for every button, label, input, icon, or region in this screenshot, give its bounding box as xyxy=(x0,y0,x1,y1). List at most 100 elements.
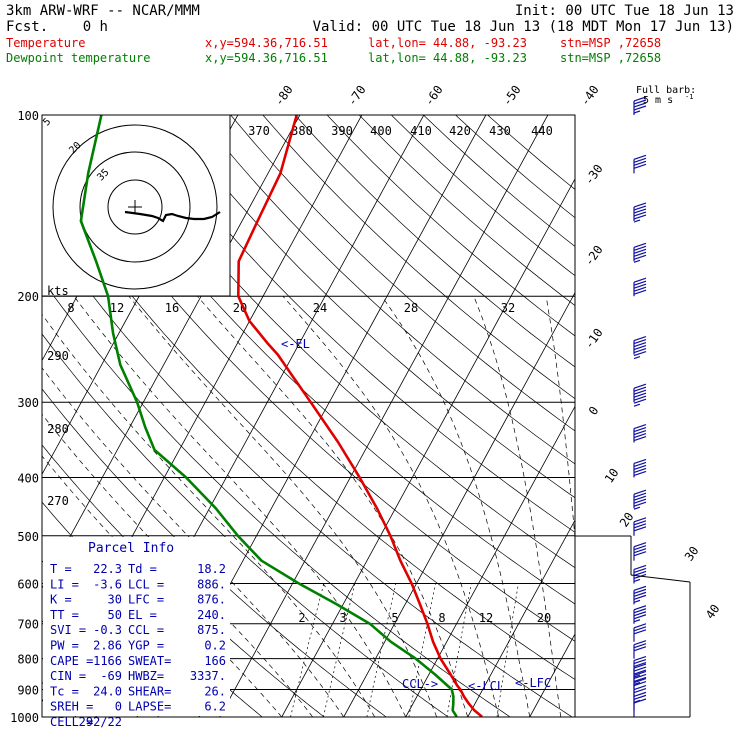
barb-flag xyxy=(633,102,647,108)
isotherm-label: 40 xyxy=(703,602,723,622)
parcel-value-right: 886. xyxy=(197,577,226,591)
model-title: 3km ARW-WRF -- NCAR/MMM xyxy=(6,3,200,19)
barb-flag xyxy=(633,280,647,286)
theta-e-label: 410 xyxy=(410,124,432,138)
pressure-label-300: 300 xyxy=(17,396,39,410)
wind-barb xyxy=(633,458,647,478)
isotherm xyxy=(281,178,575,717)
wind-barb xyxy=(633,335,647,360)
barb-flag xyxy=(633,461,647,468)
wind-barb xyxy=(633,640,647,659)
barb-flag xyxy=(633,492,647,498)
parcel-key-left: SVI = xyxy=(50,623,86,637)
parcel-value-left: -69 xyxy=(100,669,122,683)
parcel-value-left: -3.6 xyxy=(93,577,122,591)
isotherm-label: -10 xyxy=(582,326,606,352)
forecast-value: 0 h xyxy=(83,19,108,35)
parcel-value-left: 292/22 xyxy=(79,715,122,729)
barb-flag xyxy=(633,629,647,635)
parcel-key-left: T = xyxy=(50,562,72,576)
isotherm-label: 30 xyxy=(682,544,702,564)
parcel-key-left: CELL = xyxy=(50,715,93,729)
barb-flag xyxy=(633,242,647,248)
wind-barb xyxy=(633,655,647,675)
parcel-value-left: 50 xyxy=(108,608,122,622)
hodograph-unit-label: kts xyxy=(47,284,69,298)
parcel-value-right: 3337. xyxy=(190,669,226,683)
barb-flag xyxy=(633,501,647,507)
legend-dewpoint-xy: x,y=594.36,716.51 xyxy=(205,51,328,65)
barb-flag xyxy=(633,676,647,683)
dry-adiabat xyxy=(134,115,575,533)
isotherm-label: -50 xyxy=(500,83,524,109)
barb-flag xyxy=(633,594,647,600)
mixing-ratio-label-upper: 24 xyxy=(313,301,327,315)
lfc-marker: <-LFC xyxy=(515,676,551,690)
barb-flag xyxy=(633,685,647,691)
legend-temperature-name: Temperature xyxy=(6,36,85,50)
barb-flag xyxy=(633,211,647,217)
barb-flag xyxy=(633,611,647,617)
barb-flag xyxy=(633,694,647,700)
valid-time: Valid: 00 UTC Tue 18 Jun 13 (18 MDT Mon … xyxy=(313,19,734,35)
mixing-ratio-label-lower: 2 xyxy=(298,611,305,625)
el-marker: <-EL xyxy=(281,337,310,351)
wind-barb xyxy=(633,383,647,407)
barb-flag xyxy=(633,423,647,430)
wind-barb xyxy=(633,423,647,443)
wind-barbs xyxy=(633,96,647,717)
dry-adiabat xyxy=(42,333,449,717)
barb-flag xyxy=(633,432,647,439)
mixing-ratio-label-lower: 12 xyxy=(479,611,493,625)
barb-flag xyxy=(633,163,647,169)
barb-flag xyxy=(633,655,647,662)
mixing-ratio-label-upper: 20 xyxy=(233,301,247,315)
barb-flag xyxy=(633,386,647,392)
moist-adiabat xyxy=(197,295,469,717)
dry-adiabat xyxy=(42,225,573,717)
isotherm-label: -30 xyxy=(582,162,606,188)
barb-flag xyxy=(633,398,647,404)
wind-barb xyxy=(633,542,647,561)
isotherm-label: -80 xyxy=(272,83,296,109)
barb-flag xyxy=(633,614,647,620)
pressure-label-600: 600 xyxy=(17,577,39,591)
barb-flag xyxy=(633,673,647,680)
parcel-value-left: 0 xyxy=(115,700,122,714)
isotherm-label: -70 xyxy=(345,83,369,109)
barb-half xyxy=(633,674,641,678)
parcel-key-left: PW = xyxy=(50,639,79,653)
pressure-label-700: 700 xyxy=(17,618,39,632)
barb-flag xyxy=(633,344,647,351)
isotherm-label: 0 xyxy=(586,404,602,418)
theta-e-label: 440 xyxy=(531,124,553,138)
barb-flag xyxy=(633,105,647,111)
barb-flag xyxy=(633,202,647,208)
dry-adiabat xyxy=(230,115,575,432)
barb-flag xyxy=(633,489,647,495)
theta-e-label: 380 xyxy=(291,124,313,138)
barb-half xyxy=(633,219,641,223)
moist-adiabat xyxy=(473,296,562,717)
mixing-ratio-label-lower: 3 xyxy=(339,611,346,625)
barb-flag xyxy=(633,661,647,668)
mixing-ratio-label-lower: 8 xyxy=(438,611,445,625)
isotherm xyxy=(42,115,301,589)
barb-flag xyxy=(633,254,647,260)
parcel-key-right: Td = xyxy=(128,562,157,576)
barb-half xyxy=(633,355,641,360)
barb-flag xyxy=(633,435,647,442)
barb-flag xyxy=(633,626,647,632)
wind-barb xyxy=(633,202,647,223)
theta-label: 270 xyxy=(47,494,69,508)
barb-half xyxy=(633,699,641,703)
barb-flag xyxy=(633,214,647,220)
barb-flag xyxy=(633,341,647,348)
dry-adiabat xyxy=(423,115,575,247)
barb-flag xyxy=(633,283,647,289)
forecast-label: Fcst. xyxy=(6,19,48,35)
dewpoint-profile xyxy=(79,115,458,717)
barb-flag xyxy=(633,526,647,532)
barb-flag xyxy=(633,670,647,677)
ccl-marker: CCL-> xyxy=(402,677,438,691)
